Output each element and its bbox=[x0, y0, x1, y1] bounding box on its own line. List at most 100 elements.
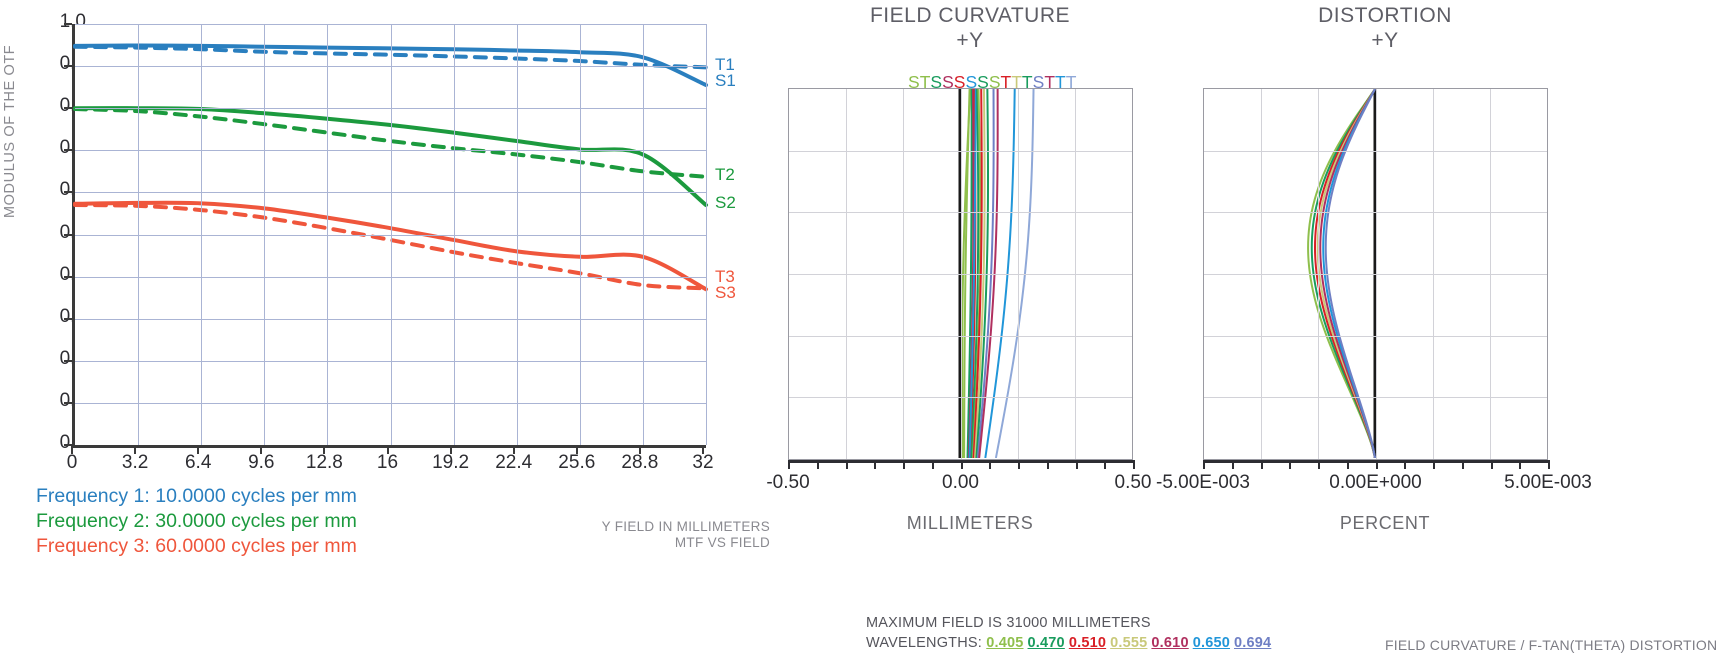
gridline-h bbox=[789, 150, 1132, 152]
field-curvature-x-tick bbox=[1133, 460, 1135, 469]
st-letter: S bbox=[942, 72, 954, 92]
field-curvature-trace bbox=[968, 88, 977, 459]
field-curvature-x-tick bbox=[1075, 460, 1078, 469]
mtf-x-tick-mark bbox=[512, 446, 515, 454]
mtf-x-tick: 0 bbox=[66, 452, 78, 473]
gridline-h bbox=[789, 212, 1132, 214]
mtf-y-tick-mark bbox=[64, 317, 72, 320]
field-curvature-trace bbox=[972, 88, 983, 459]
st-letter: S bbox=[965, 72, 978, 92]
distortion-x-label: 0.00E+000 bbox=[1329, 472, 1422, 493]
mtf-gridline-v bbox=[516, 24, 518, 445]
mtf-y-tick-mark bbox=[64, 149, 72, 152]
st-letter: S bbox=[1032, 72, 1045, 92]
st-letter: T bbox=[1044, 72, 1056, 92]
mtf-x-tick: 9.6 bbox=[248, 452, 275, 473]
mtf-gridline-v bbox=[390, 24, 392, 445]
distortion-title-line2: +Y bbox=[1371, 29, 1399, 52]
wavelength-value: 0.650 bbox=[1192, 635, 1231, 651]
field-curvature-plot-area bbox=[788, 88, 1133, 460]
gridline-h bbox=[1204, 397, 1547, 399]
distortion-trace bbox=[1307, 88, 1376, 459]
mtf-curve-label-t2: T2 bbox=[715, 165, 735, 185]
mtf-x-tick-mark bbox=[260, 446, 263, 454]
maximum-field-text: MAXIMUM FIELD IS 31000 MILLIMETERS bbox=[866, 615, 1151, 631]
wavelength-value: 0.405 bbox=[986, 635, 1024, 651]
mtf-y-tick-mark bbox=[64, 65, 72, 68]
analysis-info-block: MAXIMUM FIELD IS 31000 MILLIMETERS WAVEL… bbox=[866, 613, 1275, 653]
mtf-x-tick: 19.2 bbox=[432, 452, 470, 473]
gridline-h bbox=[789, 335, 1132, 337]
mtf-curve-label-s3: S3 bbox=[715, 283, 736, 303]
mtf-x-tick-mark bbox=[702, 446, 704, 454]
st-letter: S bbox=[930, 72, 943, 92]
wavelengths-row: WAVELENGTHS: 0.405 0.470 0.510 0.555 0.610 0.… bbox=[866, 633, 1275, 653]
gridline-h bbox=[1204, 212, 1547, 214]
mtf-y-tick-mark bbox=[64, 233, 72, 236]
gridline-h bbox=[1204, 274, 1547, 275]
field-curvature-x-tick bbox=[1018, 460, 1020, 469]
mtf-gridline-v bbox=[264, 24, 266, 445]
wavelength-value: 0.694 bbox=[1234, 635, 1272, 651]
field-curvature-trace bbox=[978, 88, 999, 459]
field-curvature-unit-label: MILLIMETERS bbox=[906, 513, 1034, 533]
mtf-y-tick-mark bbox=[64, 107, 72, 110]
mtf-frequency-legend: Frequency 1: 10.0000 cycles per mm Freque… bbox=[36, 485, 357, 560]
mtf-gridline-v bbox=[706, 24, 707, 445]
wavelength-values: 0.405 0.470 0.510 0.555 0.610 0.650 0.694 bbox=[986, 635, 1275, 651]
mtf-x-tick-mark bbox=[134, 446, 137, 454]
mtf-y-axis-label: MODULUS OF THE OTF bbox=[2, 44, 18, 218]
distortion-x-label: 5.00E-003 bbox=[1504, 472, 1592, 493]
distortion-x-tick bbox=[1433, 460, 1435, 469]
mtf-gridline-v bbox=[579, 24, 581, 445]
mtf-curve-label-t3: T3 bbox=[715, 266, 735, 286]
st-letter: T bbox=[1000, 72, 1012, 92]
field-curvature-x-tick bbox=[845, 460, 848, 469]
mtf-curve-label-s2: S2 bbox=[715, 193, 736, 213]
gridline-h bbox=[1204, 335, 1547, 337]
mtf-chart-panel: MODULUS OF THE OTF 0.00.10.20.30.40.50.6… bbox=[0, 0, 800, 664]
mtf-curve-t3 bbox=[73, 200, 708, 292]
mtf-y-tick-mark bbox=[64, 401, 72, 404]
mtf-y-tick-mark bbox=[64, 444, 72, 446]
distortion-trace bbox=[1310, 88, 1376, 459]
distortion-x-tick bbox=[1203, 460, 1205, 469]
distortion-x-tick bbox=[1289, 460, 1292, 469]
field-curvature-x-tick bbox=[816, 460, 819, 469]
mtf-x-tick-mark bbox=[323, 446, 326, 454]
mtf-x-tick: 16 bbox=[376, 452, 399, 473]
distortion-x-tick bbox=[1231, 460, 1234, 469]
field-curvature-x-label: -0.50 bbox=[766, 472, 810, 493]
distortion-x-tick bbox=[1490, 460, 1493, 469]
mtf-gridline-v bbox=[201, 24, 203, 445]
field-curvature-title-line2: +Y bbox=[956, 29, 984, 52]
field-curvature-trace bbox=[994, 88, 1035, 459]
mtf-y-tick-mark bbox=[64, 359, 72, 362]
distortion-x-tick bbox=[1375, 460, 1378, 469]
st-letter: T bbox=[1021, 72, 1033, 92]
distortion-x-tick bbox=[1519, 460, 1522, 469]
st-letter: S bbox=[988, 72, 1001, 92]
mtf-x-tick-mark bbox=[386, 446, 389, 454]
mtf-y-tick-mark bbox=[64, 23, 72, 25]
field-curvature-x-tick bbox=[960, 460, 963, 469]
st-letter: T bbox=[1055, 72, 1066, 92]
distortion-type-note: FIELD CURVATURE / F-TAN(THETA) DISTORTIO… bbox=[1385, 637, 1718, 653]
st-letter: S bbox=[977, 72, 989, 92]
wavelengths-label: WAVELENGTHS: bbox=[866, 635, 982, 651]
mtf-x-tick: 6.4 bbox=[184, 452, 212, 473]
wavelength-value: 0.470 bbox=[1027, 635, 1065, 651]
distortion-unit-label: PERCENT bbox=[1339, 513, 1431, 533]
wavelength-value: 0.555 bbox=[1110, 635, 1148, 651]
mtf-y-tick-mark bbox=[64, 191, 72, 194]
field-curvature-x-tick bbox=[1046, 460, 1049, 469]
field-curvature-x-tick bbox=[989, 460, 992, 469]
distortion-x-tick bbox=[1404, 460, 1407, 469]
mtf-x-tick: 3.2 bbox=[121, 452, 149, 473]
st-letter: T bbox=[1065, 72, 1077, 92]
field-curvature-trace bbox=[970, 88, 980, 459]
distortion-title: DISTORTION +Y bbox=[1175, 3, 1595, 53]
field-curvature-x-tick bbox=[1104, 460, 1107, 469]
distortion-x-tick bbox=[1461, 460, 1464, 469]
field-curvature-x-tick bbox=[788, 460, 790, 469]
